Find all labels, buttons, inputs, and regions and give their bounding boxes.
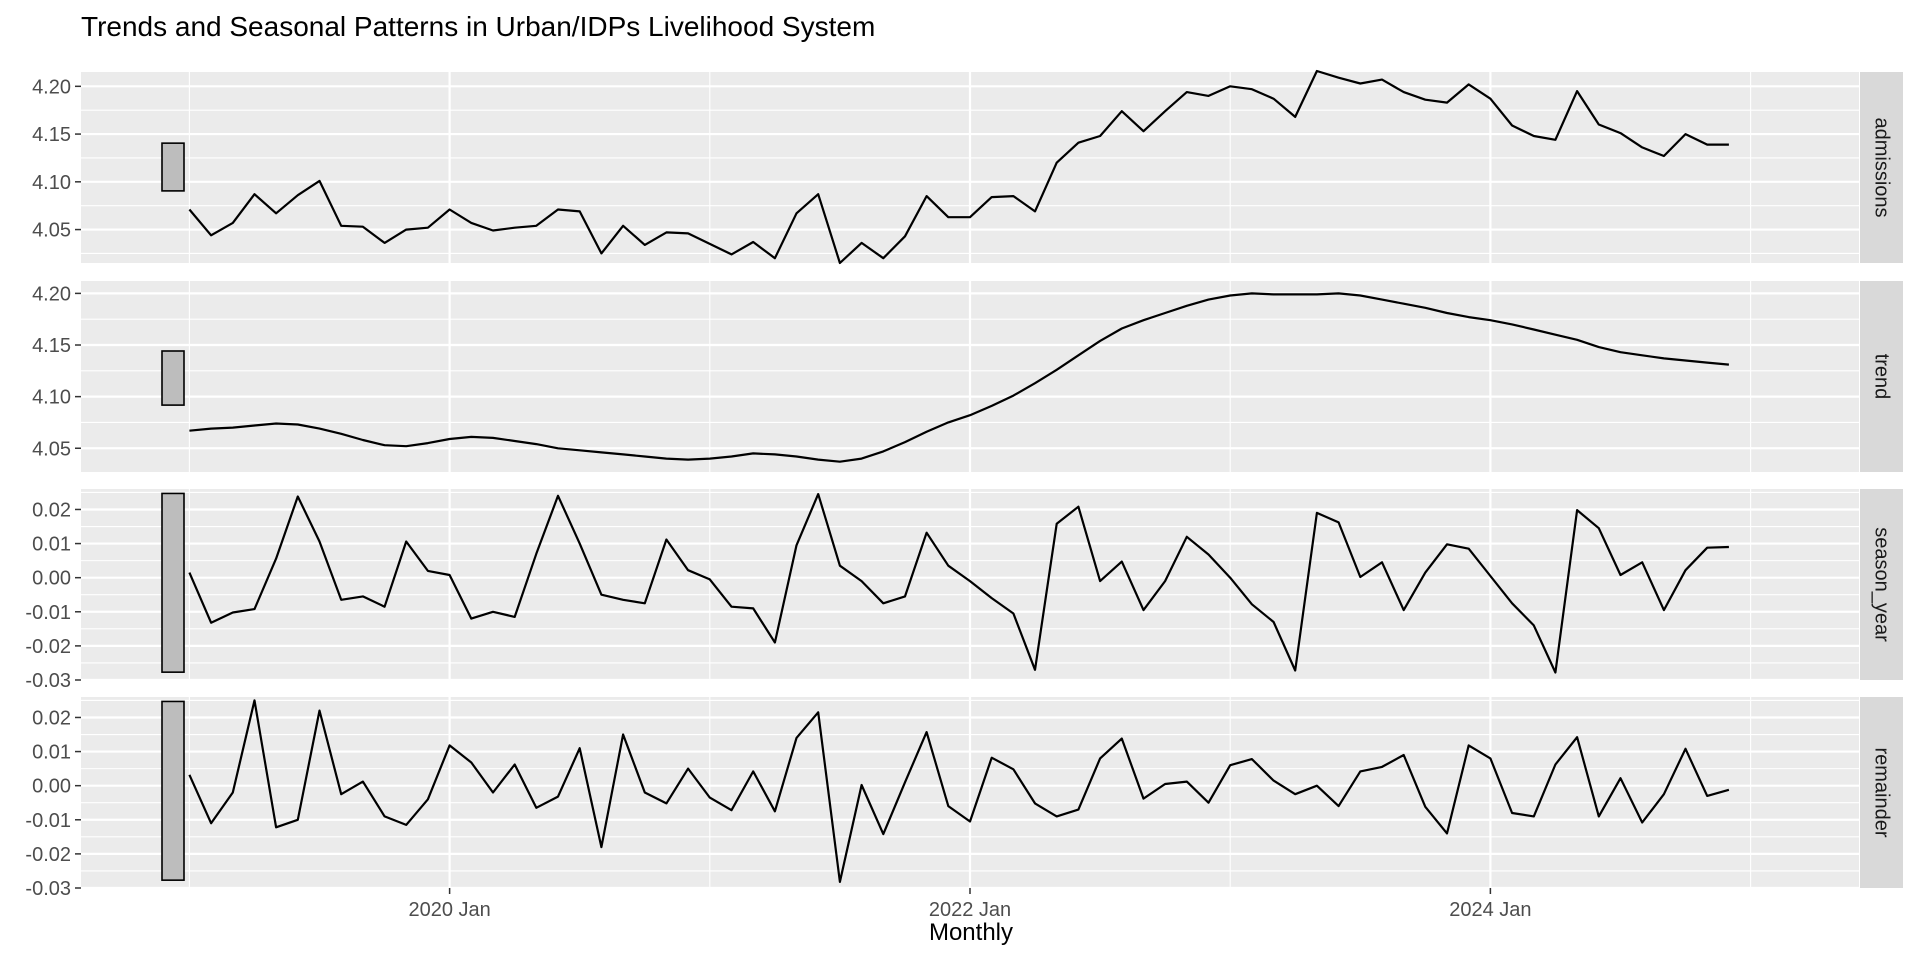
- y-tick-label: 4.05: [32, 438, 71, 460]
- y-tick-label: 0.01: [32, 742, 71, 764]
- facet-strip-label: remainder: [1871, 747, 1893, 837]
- x-tick-label: 2024 Jan: [1449, 899, 1531, 921]
- series-line-remainder: [188, 699, 1730, 884]
- facet-panels: 4.054.104.154.20admissions4.054.104.154.…: [25, 69, 1903, 900]
- y-tick-label: 0.02: [32, 499, 71, 521]
- x-tick-label: 2020 Jan: [408, 899, 490, 921]
- y-tick-label: 4.20: [32, 76, 71, 98]
- x-axis-label: Monthly: [929, 919, 1013, 946]
- facet-strip: [1860, 281, 1903, 472]
- y-tick-label: -0.02: [25, 636, 71, 658]
- panel-admissions: 4.05 4.10 4.15 4.20 admissions: [32, 69, 1903, 265]
- series-line-season-year: [188, 493, 1729, 674]
- y-tick-label: -0.01: [25, 602, 71, 624]
- y-tick-label: 4.10: [32, 387, 71, 409]
- scale-bar: [161, 492, 185, 673]
- scale-bar: [161, 700, 185, 881]
- chart-title: Trends and Seasonal Patterns in Urban/ID…: [81, 11, 875, 42]
- y-tick-label: 4.05: [32, 220, 71, 242]
- panel-trend: 4.05 4.10 4.15 4.20 trend: [32, 281, 1903, 472]
- x-tick-label: 2022 Jan: [929, 899, 1011, 921]
- scale-bar: [161, 142, 185, 192]
- y-tick-label: 0.00: [32, 568, 71, 590]
- y-tick-label: 4.15: [32, 335, 71, 357]
- y-tick-label: -0.02: [25, 844, 71, 866]
- y-tick-label: -0.03: [25, 878, 71, 900]
- y-tick-label: 4.20: [32, 283, 71, 305]
- series-line-trend: [189, 292, 1730, 463]
- y-tick-label: 0.00: [32, 776, 71, 798]
- facet-strip: [1860, 72, 1903, 263]
- y-tick-label: -0.01: [25, 810, 71, 832]
- facet-strip-label: season_year: [1871, 527, 1893, 642]
- series-line-admissions: [188, 69, 1729, 265]
- scale-bar: [161, 350, 185, 406]
- facet-strip: [1860, 697, 1903, 888]
- y-tick-label: -0.03: [25, 670, 71, 692]
- y-tick-label: 0.01: [32, 534, 71, 556]
- facet-strip: [1860, 489, 1903, 680]
- y-tick-label: 0.02: [32, 707, 71, 729]
- facet-strip-label: admissions: [1871, 117, 1893, 217]
- panel-season-year: -0.03 -0.02 -0.01 0.00 0.01 0.02 season_year: [25, 489, 1903, 692]
- y-tick-label: 4.15: [32, 124, 71, 146]
- panel-remainder: -0.03 -0.02 -0.01 0.00 0.01 0.02 remainder: [25, 697, 1903, 900]
- y-tick-label: 4.10: [32, 172, 71, 194]
- x-axis: 2020 Jan 2022 Jan 2024 Jan: [408, 888, 1532, 921]
- facet-strip-label: trend: [1871, 354, 1893, 400]
